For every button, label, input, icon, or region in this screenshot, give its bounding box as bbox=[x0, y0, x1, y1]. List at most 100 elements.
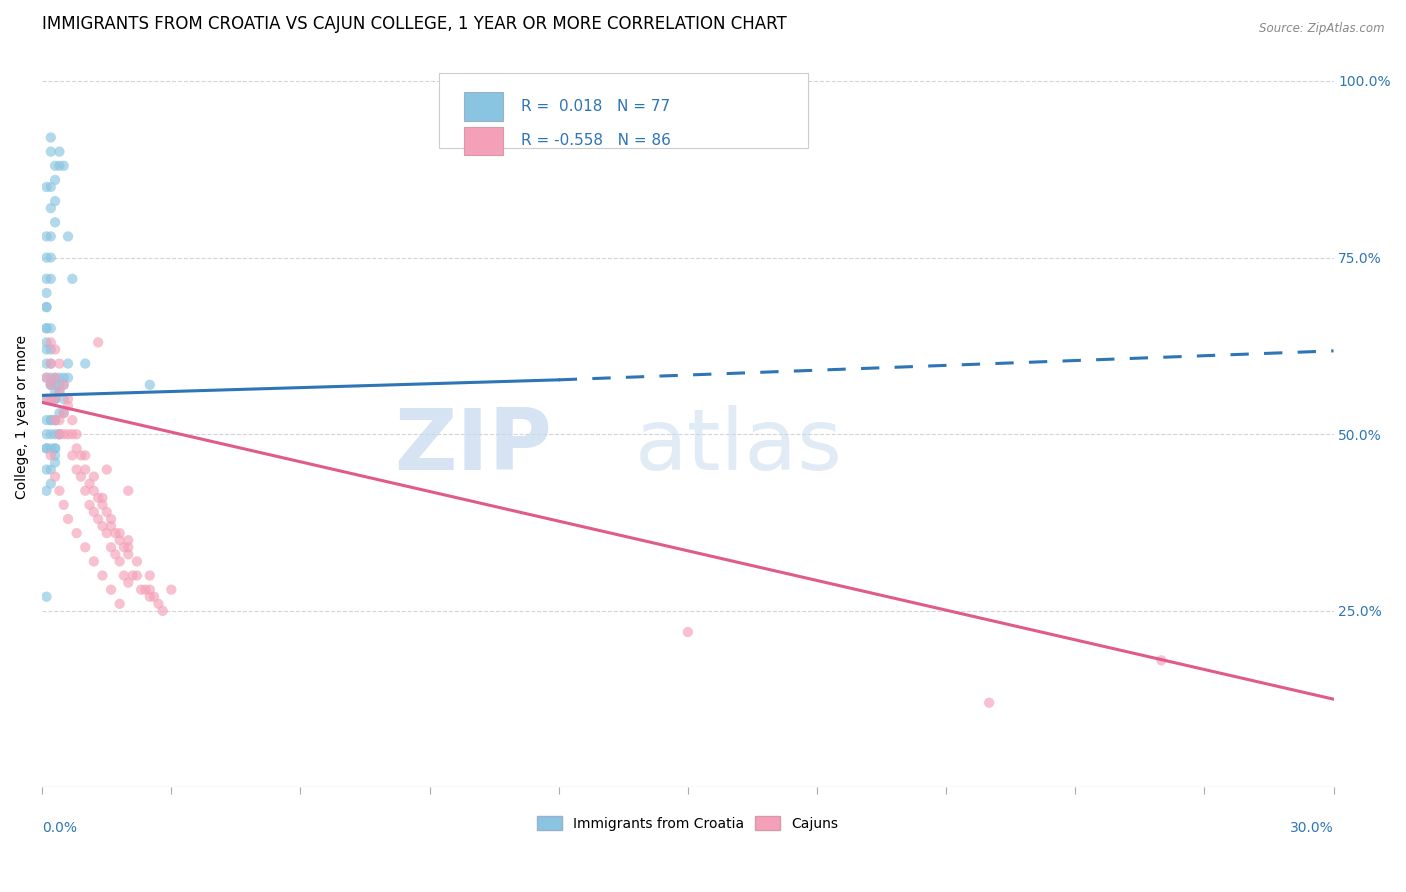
Point bbox=[39, 321, 62, 335]
Point bbox=[48, 413, 70, 427]
Text: ZIP: ZIP bbox=[395, 405, 553, 488]
Point bbox=[35, 180, 58, 194]
Point bbox=[44, 449, 66, 463]
Point bbox=[79, 498, 101, 512]
Point bbox=[121, 568, 143, 582]
Point bbox=[44, 392, 66, 406]
Point bbox=[39, 377, 62, 392]
Point bbox=[108, 526, 131, 541]
Point bbox=[39, 377, 62, 392]
Point bbox=[39, 130, 62, 145]
Point bbox=[117, 533, 139, 548]
Point bbox=[35, 370, 58, 384]
Point bbox=[35, 590, 58, 604]
Point bbox=[35, 321, 58, 335]
Point bbox=[117, 483, 139, 498]
Point bbox=[35, 343, 58, 357]
Point bbox=[676, 625, 699, 640]
Point bbox=[79, 476, 101, 491]
Point bbox=[44, 442, 66, 456]
Point bbox=[35, 413, 58, 427]
Text: 0.0%: 0.0% bbox=[42, 821, 77, 835]
Point bbox=[48, 377, 70, 392]
Point bbox=[139, 590, 162, 604]
Point bbox=[148, 597, 170, 611]
Point bbox=[44, 413, 66, 427]
Point bbox=[96, 462, 118, 476]
Point bbox=[52, 377, 75, 392]
Point bbox=[39, 272, 62, 286]
Point bbox=[134, 582, 156, 597]
Point bbox=[56, 229, 79, 244]
Point bbox=[39, 229, 62, 244]
Point bbox=[48, 427, 70, 442]
Point bbox=[35, 442, 58, 456]
Point bbox=[152, 604, 174, 618]
Point bbox=[39, 357, 62, 371]
Point bbox=[75, 541, 97, 555]
Point bbox=[91, 568, 114, 582]
Point bbox=[48, 145, 70, 159]
Point bbox=[117, 547, 139, 561]
Point bbox=[75, 449, 97, 463]
Point bbox=[96, 505, 118, 519]
Point bbox=[48, 406, 70, 420]
Point bbox=[87, 335, 110, 350]
Point bbox=[104, 526, 127, 541]
Point bbox=[83, 483, 105, 498]
Point bbox=[66, 427, 89, 442]
Text: IMMIGRANTS FROM CROATIA VS CAJUN COLLEGE, 1 YEAR OR MORE CORRELATION CHART: IMMIGRANTS FROM CROATIA VS CAJUN COLLEGE… bbox=[42, 15, 787, 33]
Point bbox=[39, 180, 62, 194]
Point bbox=[125, 554, 148, 568]
Point bbox=[39, 392, 62, 406]
Point bbox=[108, 554, 131, 568]
Point bbox=[39, 392, 62, 406]
Point bbox=[129, 582, 152, 597]
Point bbox=[100, 519, 122, 533]
Point bbox=[125, 568, 148, 582]
Point bbox=[48, 384, 70, 399]
Point bbox=[56, 392, 79, 406]
Point bbox=[39, 377, 62, 392]
Point bbox=[39, 251, 62, 265]
Point bbox=[39, 413, 62, 427]
Point bbox=[48, 159, 70, 173]
Point bbox=[104, 547, 127, 561]
Point bbox=[39, 413, 62, 427]
Point bbox=[39, 201, 62, 215]
Point bbox=[87, 491, 110, 505]
Point bbox=[75, 483, 97, 498]
Point bbox=[44, 194, 66, 208]
Point bbox=[39, 370, 62, 384]
Point bbox=[56, 427, 79, 442]
Point bbox=[979, 696, 1001, 710]
FancyBboxPatch shape bbox=[464, 93, 503, 120]
Point bbox=[60, 427, 83, 442]
Point bbox=[66, 442, 89, 456]
Point bbox=[44, 215, 66, 229]
Point bbox=[35, 251, 58, 265]
Point bbox=[44, 442, 66, 456]
Point bbox=[35, 321, 58, 335]
Point bbox=[35, 285, 58, 300]
Point bbox=[35, 272, 58, 286]
Point bbox=[44, 370, 66, 384]
Point bbox=[44, 469, 66, 483]
Point bbox=[35, 300, 58, 314]
Point bbox=[66, 462, 89, 476]
Point bbox=[91, 491, 114, 505]
Point bbox=[48, 384, 70, 399]
Y-axis label: College, 1 year or more: College, 1 year or more bbox=[15, 334, 30, 499]
Point bbox=[48, 427, 70, 442]
Point bbox=[117, 575, 139, 590]
Point bbox=[70, 449, 93, 463]
Point bbox=[96, 526, 118, 541]
Text: Source: ZipAtlas.com: Source: ZipAtlas.com bbox=[1260, 22, 1385, 36]
Point bbox=[100, 541, 122, 555]
Point bbox=[52, 370, 75, 384]
Point bbox=[112, 568, 135, 582]
Point bbox=[39, 357, 62, 371]
Point bbox=[60, 272, 83, 286]
Point bbox=[35, 442, 58, 456]
Point bbox=[35, 229, 58, 244]
